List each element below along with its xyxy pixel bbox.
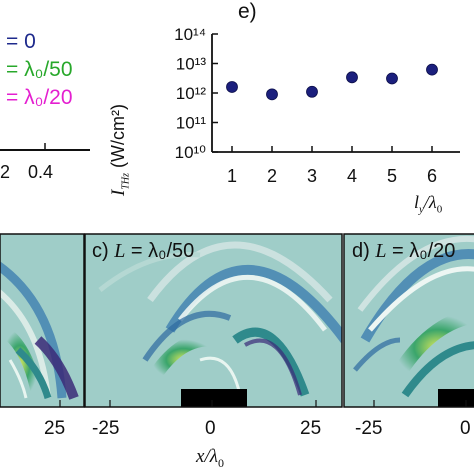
scatter-panel-label: e) — [238, 0, 257, 23]
scatter-plot: 10¹⁰ 10¹¹ 10¹² 10¹³ 10¹⁴ 1 2 3 4 5 6 — [174, 25, 460, 186]
scatter-ytick-label: 10¹³ — [176, 55, 207, 74]
scatter-point — [346, 71, 358, 84]
scatter-ylabel-sub: THz — [120, 172, 132, 190]
heat-c-tick-0: 0 — [205, 418, 216, 439]
heat-xlabel-var: x — [196, 446, 205, 467]
legend-entry-2: = λ₀/20 — [6, 86, 73, 109]
target-block-c — [181, 389, 247, 407]
heat-d-tick-neg25: -25 — [355, 418, 383, 439]
left-axis-tick-label-0: 2 — [0, 162, 11, 182]
heat-c-tick-neg25: -25 — [92, 418, 120, 439]
heat-xlabel-sub: 0 — [217, 455, 224, 470]
scatter-ylabel-var: I — [108, 189, 129, 196]
panel-d-var: L — [375, 240, 387, 262]
scatter-ytick-label: 10¹⁰ — [175, 143, 207, 162]
legend-entry-0: = 0 — [6, 30, 36, 53]
heat-xlabel: x/λ0 — [196, 446, 224, 471]
scatter-xlabel-rest: /λ — [423, 192, 437, 212]
scatter-ytick-label: 10¹² — [176, 84, 207, 103]
scatter-xtick-label: 6 — [427, 166, 437, 186]
scatter-point — [306, 85, 318, 98]
target-block-d — [438, 389, 474, 407]
scatter-xtick-label: 1 — [227, 166, 237, 186]
panel-c-prefix: c) — [92, 240, 109, 262]
heatmap-panel-left — [0, 234, 84, 407]
left-axis-tick-label-1: 0.4 — [28, 162, 54, 182]
scatter-xlabel-sub: y — [419, 203, 424, 216]
heat-xlabel-rest: /λ — [204, 446, 218, 467]
panel-d-label: d) L = λ₀/20 — [352, 240, 455, 263]
legend-entry-1: = λ₀/50 — [6, 58, 73, 81]
scatter-point — [386, 72, 398, 85]
scatter-ylabel-unit: (W/cm²) — [108, 104, 128, 168]
heatmap-panel-d — [344, 234, 474, 407]
panel-d-prefix: d) — [352, 240, 370, 262]
heat-d-tick-0: 0 — [460, 418, 471, 439]
scatter-point — [266, 88, 278, 101]
heatmap-panel-c — [85, 234, 342, 407]
scatter-ytick-label: 10¹¹ — [176, 114, 207, 133]
scatter-xtick-label: 4 — [347, 166, 357, 186]
panel-c-eq: = λ₀/50 — [130, 240, 195, 262]
scatter-ytick-label: 10¹⁴ — [174, 25, 206, 44]
heat-c-tick-25: 25 — [300, 418, 322, 439]
scatter-xlabel: ly/λ0 — [414, 192, 442, 216]
panel-d-eq: = λ₀/20 — [392, 240, 456, 262]
scatter-point — [226, 81, 238, 93]
scatter-ylabel: ITHz (W/cm²) — [108, 104, 132, 196]
scatter-xtick-label: 3 — [307, 166, 317, 186]
panel-c-var: L — [114, 240, 126, 262]
panel-c-label: c) L = λ₀/50 — [92, 240, 194, 263]
scatter-xtick-label: 2 — [267, 166, 277, 186]
heat-left-tick-25: 25 — [44, 418, 66, 439]
scatter-xlabel-sub2: 0 — [436, 203, 443, 216]
scatter-point — [426, 63, 438, 76]
scatter-xlabel-var: l — [414, 192, 420, 212]
scatter-xtick-label: 5 — [387, 166, 397, 186]
